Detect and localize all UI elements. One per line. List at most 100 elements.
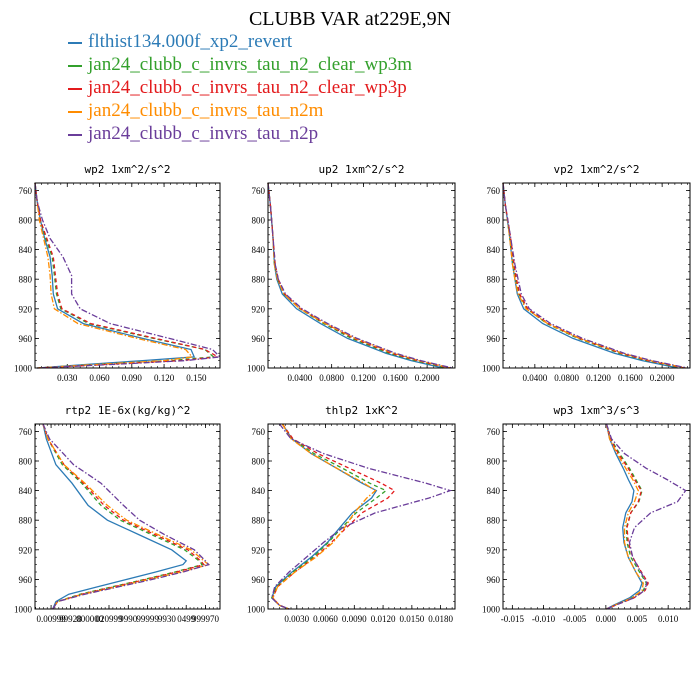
y-tick-label: 840 bbox=[487, 486, 501, 496]
series-line-4 bbox=[272, 423, 377, 610]
panel-title: wp3 1xm^3/s^3 bbox=[553, 404, 639, 417]
legend: flthist134.000f_xp2_revert jan24_clubb_c_… bbox=[68, 30, 412, 145]
x-tick-label: 0.1200 bbox=[586, 373, 611, 383]
plot-frame bbox=[267, 423, 456, 610]
y-tick-label: 920 bbox=[487, 545, 501, 555]
x-tick-label: 0.000 bbox=[596, 614, 617, 624]
series-line-3 bbox=[605, 423, 649, 610]
panel-title: thlp2 1xK^2 bbox=[325, 404, 398, 417]
y-tick-label: 960 bbox=[487, 334, 501, 344]
x-tick-label: -0.005 bbox=[563, 614, 587, 624]
series-line-4 bbox=[605, 423, 644, 610]
y-tick-label: 1000 bbox=[14, 605, 33, 615]
y-tick-label: 1000 bbox=[482, 364, 501, 374]
legend-label: jan24_clubb_c_invrs_tau_n2p bbox=[88, 123, 319, 144]
x-tick-label: 0.150 bbox=[186, 373, 207, 383]
x-tick-label: 999970 bbox=[192, 614, 220, 624]
legend-entry: flthist134.000f_xp2_revert bbox=[68, 30, 412, 53]
x-tick-label: 0.0090 bbox=[342, 614, 367, 624]
series-line-2 bbox=[502, 182, 683, 369]
panel-3: vp2 1xm^2/s^2 760 800 840 880 920 960 1000 0.040… bbox=[482, 163, 691, 383]
panel-2: up2 1xm^2/s^2 760 800 840 880 920 960 1000 0.040… bbox=[247, 163, 456, 383]
x-tick-label: 0.010 bbox=[658, 614, 679, 624]
x-tick-label: 0.0120 bbox=[371, 614, 396, 624]
y-tick-label: 840 bbox=[19, 245, 33, 255]
series-line-4 bbox=[502, 182, 687, 369]
x-tick-label: 9990 bbox=[119, 614, 138, 624]
y-tick-label: 840 bbox=[252, 245, 266, 255]
series-line-2 bbox=[271, 423, 388, 610]
panel-title: wp2 1xm^2/s^2 bbox=[84, 163, 170, 176]
y-tick-label: 800 bbox=[487, 216, 501, 226]
y-tick-label: 880 bbox=[252, 516, 266, 526]
x-tick-label: 0.1600 bbox=[383, 373, 408, 383]
y-tick-label: 920 bbox=[487, 304, 501, 314]
x-tick-label: 0.0030 bbox=[284, 614, 309, 624]
y-tick-label: 1000 bbox=[482, 605, 501, 615]
y-tick-label: 800 bbox=[252, 457, 266, 467]
y-tick-label: 880 bbox=[252, 275, 266, 285]
y-tick-label: 960 bbox=[19, 334, 33, 344]
y-tick-label: 880 bbox=[487, 516, 501, 526]
y-tick-label: 920 bbox=[19, 545, 33, 555]
panel-6: wp3 1xm^3/s^37608008408809209601000-0.01… bbox=[482, 404, 691, 624]
y-tick-label: 760 bbox=[487, 427, 501, 437]
y-tick-label: 920 bbox=[19, 304, 33, 314]
series-line-4 bbox=[34, 182, 194, 369]
y-tick-label: 880 bbox=[487, 275, 501, 285]
y-tick-label: 760 bbox=[487, 186, 501, 196]
y-tick-label: 800 bbox=[19, 216, 33, 226]
y-tick-label: 960 bbox=[252, 575, 266, 585]
plot-frame bbox=[34, 182, 221, 369]
y-tick-label: 840 bbox=[487, 245, 501, 255]
panel-title: vp2 1xm^2/s^2 bbox=[553, 163, 639, 176]
y-tick-label: 1000 bbox=[14, 364, 33, 374]
x-tick-label: -0.010 bbox=[532, 614, 556, 624]
y-tick-label: 840 bbox=[252, 486, 266, 496]
x-tick-label: 0.0400 bbox=[522, 373, 547, 383]
series-line-3 bbox=[34, 182, 220, 369]
y-tick-label: 960 bbox=[19, 575, 33, 585]
series-line-1 bbox=[502, 182, 679, 369]
y-tick-label: 840 bbox=[19, 486, 33, 496]
plot-frame bbox=[502, 182, 691, 369]
x-tick-label: 0499 bbox=[177, 614, 196, 624]
x-tick-label: 0.2000 bbox=[650, 373, 675, 383]
plot-frame bbox=[34, 423, 221, 610]
panel-1: wp2 1xm^2/s^2 760 800 840 880 920 960 1000 0.030… bbox=[14, 163, 222, 383]
series-line-1 bbox=[34, 182, 196, 369]
series-line-5 bbox=[502, 182, 688, 369]
x-tick-label: 000000 bbox=[76, 614, 104, 624]
y-tick-label: 760 bbox=[19, 186, 33, 196]
x-tick-label: 0.0150 bbox=[399, 614, 424, 624]
y-tick-label: 1000 bbox=[247, 605, 266, 615]
x-tick-label: 0.120 bbox=[154, 373, 175, 383]
y-tick-label: 880 bbox=[19, 275, 33, 285]
panel-4: rtp2 1E-6x(kg/kg)^2 760 800 840 880 920 960 100… bbox=[14, 404, 221, 624]
y-tick-label: 960 bbox=[487, 575, 501, 585]
figure-title: CLUBB VAR at229E,9N bbox=[248, 8, 452, 30]
x-tick-label: 0.0400 bbox=[287, 373, 312, 383]
x-tick-label: 0.0180 bbox=[428, 614, 453, 624]
x-tick-label: 0.005 bbox=[627, 614, 648, 624]
y-tick-label: 760 bbox=[19, 427, 33, 437]
series-line-1 bbox=[605, 423, 643, 610]
plot-frame bbox=[267, 182, 456, 369]
legend-swatch bbox=[68, 133, 82, 136]
series-line-1 bbox=[271, 423, 378, 610]
legend-entry: jan24_clubb_c_invrs_tau_n2_clear_wp3p bbox=[68, 76, 412, 99]
y-tick-label: 880 bbox=[19, 516, 33, 526]
legend-swatch bbox=[68, 41, 82, 44]
x-tick-label: 0.1200 bbox=[351, 373, 376, 383]
x-tick-label: 99999 bbox=[136, 614, 159, 624]
x-tick-label: 0.030 bbox=[57, 373, 78, 383]
x-tick-label: 0.00999 bbox=[36, 614, 66, 624]
y-tick-label: 800 bbox=[252, 216, 266, 226]
x-tick-label: 0.0800 bbox=[319, 373, 344, 383]
panel-title: rtp2 1E-6x(kg/kg)^2 bbox=[65, 404, 191, 417]
x-tick-label: 0.0800 bbox=[554, 373, 579, 383]
x-tick-label: 0.2000 bbox=[415, 373, 440, 383]
series-line-4 bbox=[42, 423, 211, 610]
legend-entry: jan24_clubb_c_invrs_tau_n2m bbox=[68, 99, 412, 122]
